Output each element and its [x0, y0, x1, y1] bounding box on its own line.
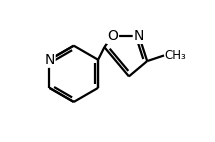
Text: N: N	[134, 29, 144, 43]
Text: O: O	[107, 29, 118, 43]
Text: CH₃: CH₃	[165, 49, 186, 62]
Text: N: N	[44, 53, 55, 67]
